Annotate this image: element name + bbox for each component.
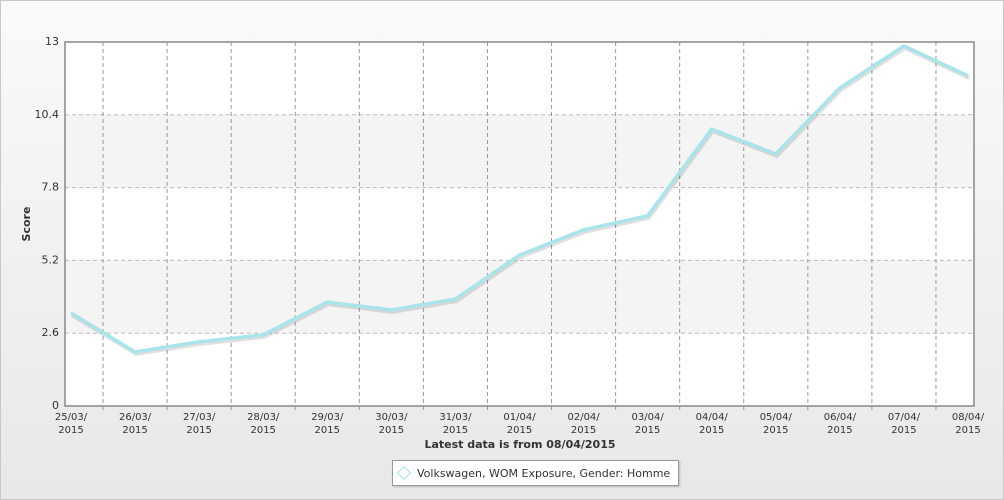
x-tick-label: 03/04/2015 bbox=[631, 412, 664, 436]
x-tick-label: 04/04/2015 bbox=[695, 412, 728, 436]
y-tick-label: 2.6 bbox=[42, 326, 60, 339]
x-tick-label: 07/04/2015 bbox=[887, 412, 921, 436]
y-tick-label: 13 bbox=[45, 35, 59, 48]
x-tick-label: 27/03/2015 bbox=[183, 412, 216, 436]
x-tick-label: 31/03/2015 bbox=[439, 412, 472, 436]
line-shadow bbox=[70, 45, 970, 357]
legend-swatch bbox=[396, 465, 412, 481]
x-tick-label: 06/04/2015 bbox=[823, 412, 856, 436]
x-tick-label: 26/03/2015 bbox=[118, 412, 152, 436]
plot-border bbox=[64, 41, 975, 407]
x-tick-label: 30/03/2015 bbox=[375, 412, 408, 436]
x-tick-label: 25/03/2015 bbox=[54, 412, 88, 436]
legend[interactable]: Volkswagen, WOM Exposure, Gender: Homme bbox=[392, 460, 680, 486]
x-tick-label: 02/04/2015 bbox=[567, 412, 600, 436]
y-axis-label: Score bbox=[20, 207, 33, 242]
y-tick-label: 7.8 bbox=[42, 181, 60, 194]
y-tick-label: 0 bbox=[52, 399, 59, 412]
x-tick-label: 08/04/2015 bbox=[951, 412, 985, 436]
y-tick-label: 5.2 bbox=[42, 253, 60, 266]
legend-label: Volkswagen, WOM Exposure, Gender: Homme bbox=[417, 466, 671, 480]
x-tick-label: 01/04/2015 bbox=[503, 412, 536, 436]
x-tick-label: 29/03/2015 bbox=[311, 412, 344, 436]
grid-band bbox=[65, 260, 974, 334]
x-tick-label: 05/04/2015 bbox=[759, 412, 792, 436]
x-axis-label: Latest data is from 08/04/2015 bbox=[424, 438, 615, 451]
grid-band bbox=[65, 114, 974, 188]
line bbox=[70, 44, 969, 354]
x-tick-label: 28/03/2015 bbox=[247, 412, 280, 436]
y-tick-label: 10.4 bbox=[35, 108, 60, 121]
plot-area bbox=[65, 42, 974, 406]
